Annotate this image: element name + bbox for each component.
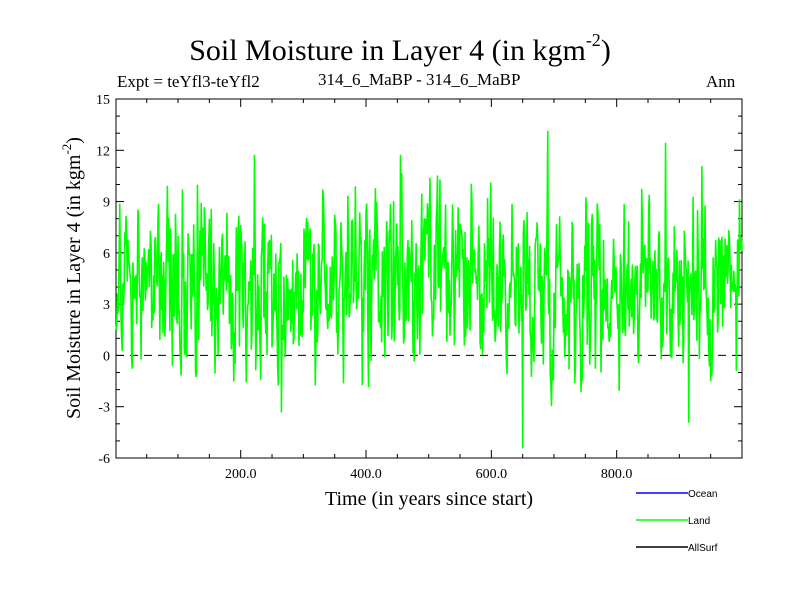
experiment-label: Expt = teYfl3-teYfl2 — [117, 72, 260, 91]
legend: Ocean Land AllSurf — [636, 489, 718, 554]
y-tick-label: 0 — [103, 349, 110, 364]
y-axis-label: Soil Moisture in Layer 4 (in kgm-2) — [59, 137, 85, 419]
x-tick-label: 400.0 — [350, 467, 382, 482]
y-tick-label: 3 — [103, 298, 110, 313]
y-tick-label: -6 — [98, 452, 110, 467]
x-axis-label: Time (in years since start) — [325, 488, 533, 510]
y-axis: -6 -3 0 3 6 9 12 15 — [96, 93, 742, 467]
y-tick-label: -3 — [98, 401, 110, 416]
y-tick-label: 12 — [96, 144, 110, 159]
land-line — [115, 130, 743, 449]
x-tick-label: 200.0 — [225, 467, 257, 482]
y-axis-label-end: ) — [63, 137, 85, 144]
legend-label-land: Land — [688, 516, 710, 527]
legend-label-allsurf: AllSurf — [688, 543, 718, 554]
x-tick-label: 600.0 — [476, 467, 508, 482]
series-land — [115, 130, 743, 449]
chart-title: Soil Moisture in Layer 4 (in kgm-2) — [189, 30, 611, 67]
chart-title-sup: -2 — [585, 30, 601, 50]
season-label: Ann — [706, 72, 736, 91]
x-axis: 200.0 400.0 600.0 800.0 — [146, 99, 712, 482]
y-tick-label: 15 — [96, 93, 110, 108]
y-tick-label: 6 — [103, 247, 110, 262]
x-tick-label: 800.0 — [601, 467, 633, 482]
period-label: 314_6_MaBP - 314_6_MaBP — [318, 70, 521, 89]
y-tick-label: 9 — [103, 196, 110, 211]
legend-label-ocean: Ocean — [688, 489, 717, 500]
chart-title-end: ) — [600, 34, 611, 67]
y-axis-label-sup: -2 — [59, 144, 74, 155]
